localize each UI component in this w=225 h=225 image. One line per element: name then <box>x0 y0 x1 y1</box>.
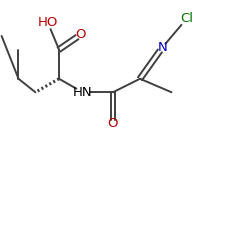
Text: O: O <box>75 28 85 41</box>
Text: HO: HO <box>37 16 58 29</box>
Text: N: N <box>157 41 167 54</box>
Text: Cl: Cl <box>180 11 193 25</box>
Text: O: O <box>107 117 118 130</box>
Text: HN: HN <box>72 86 92 99</box>
